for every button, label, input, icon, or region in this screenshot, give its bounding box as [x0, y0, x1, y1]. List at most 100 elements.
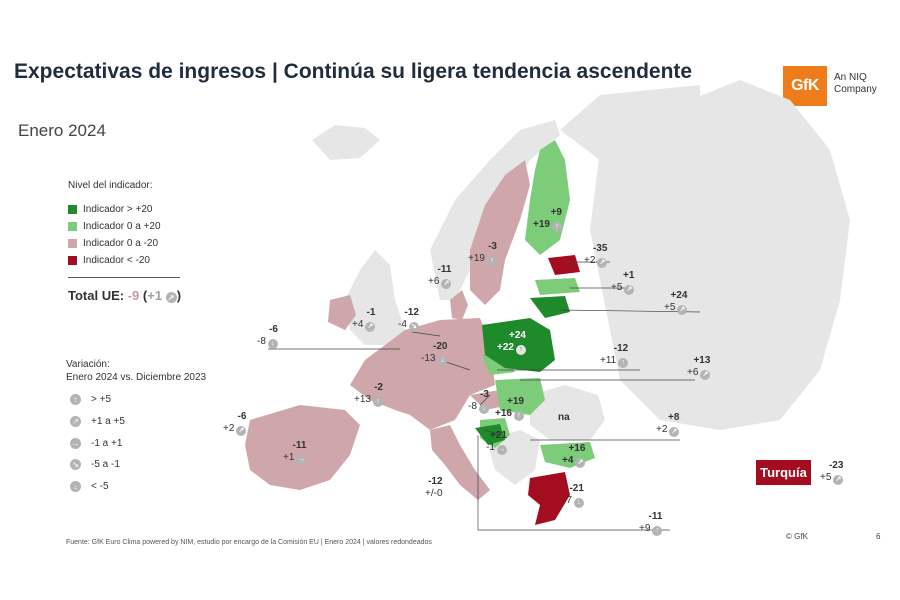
italy-shape	[430, 425, 490, 500]
western-europe-shape	[350, 318, 495, 430]
label-netherlands: -12 -4 ↘	[398, 307, 419, 332]
arrow-down-icon: ↓	[437, 356, 448, 366]
copyright: © GfK	[786, 532, 808, 541]
logo-tagline: An NIQ Company	[834, 72, 877, 95]
variation-title: Variación: Enero 2024 vs. Diciembre 2023	[66, 359, 207, 383]
leader-lithuania	[559, 309, 701, 313]
legend-swatch	[68, 205, 77, 214]
iceland	[312, 125, 380, 160]
label-latvia: +1 +5 ↗	[611, 270, 635, 295]
variation-item: → -1 a +1	[70, 438, 123, 449]
legend-item: Indicador > +20	[68, 204, 153, 215]
sweden-shape	[470, 160, 530, 305]
arrow-up-right-icon: ↗	[575, 458, 586, 468]
gfk-logo: GfK	[783, 66, 827, 106]
arrow-up-icon: ↑	[70, 394, 81, 405]
label-czechia: -12 +11 ↑	[600, 343, 629, 368]
slide-subtitle: Enero 2024	[18, 121, 106, 140]
leader-austria	[479, 394, 491, 406]
arrow-down-icon: ↓	[478, 404, 489, 414]
arrow-down-icon: ↓	[70, 481, 81, 492]
source-note: Fuente: GfK Euro Clima powered by NIM, e…	[66, 539, 432, 546]
total-eu: Total UE: -9 (+1 ➚)	[68, 288, 182, 303]
label-sweden: -3 +19 ↑	[468, 241, 497, 266]
legend-divider	[68, 277, 180, 278]
arrow-up-right-icon: ↗	[624, 285, 635, 295]
arrow-up-icon: ↑	[618, 358, 629, 368]
legend-swatch	[68, 239, 77, 248]
arrow-right-icon: →	[70, 438, 81, 449]
arrow-up-right-icon: ↗	[677, 305, 688, 315]
label-belgium: -6 -8 ↓	[257, 324, 278, 349]
variation-item: ↘ -5 a -1	[70, 459, 120, 470]
total-eu-value: -9	[127, 288, 140, 303]
leader-slovenia	[484, 429, 501, 436]
slide-title: Expectativas de ingresos | Continúa su l…	[14, 60, 693, 83]
legend-item: Indicador 0 a -20	[68, 238, 158, 249]
legend-item: Indicador 0 a +20	[68, 221, 161, 232]
label-bulgaria: +16 +4 ↗	[562, 443, 586, 468]
arrow-down-right-icon: ↘	[408, 322, 419, 332]
hungary-region-shape	[495, 378, 545, 415]
arrow-up-right-icon: ↗	[70, 416, 81, 427]
arrow-up-right-icon: ↗	[833, 475, 844, 485]
variation-item: ↓ < -5	[70, 481, 109, 492]
label-estonia: -35 +2 ↗	[584, 243, 608, 268]
arrow-up-icon: ↑	[652, 526, 663, 536]
arrow-up-icon: ↑	[372, 397, 383, 407]
arrow-up-icon: ↑	[486, 256, 497, 266]
lithuania-shape	[530, 296, 570, 318]
arrow-up-right-icon: ↗	[441, 279, 452, 289]
variation-item: ↗ +1 a +5	[70, 416, 125, 427]
arrow-up-right-icon: ↗	[236, 426, 247, 436]
legend-swatch	[68, 256, 77, 265]
legend-item: Indicador < -20	[68, 255, 150, 266]
label-croatia: +21 -1 →	[486, 430, 507, 455]
label-greece: -21 -7 ↓	[563, 483, 584, 508]
arrow-right-icon: →	[296, 455, 307, 465]
label-austria: -3 -8 ↓	[468, 389, 489, 414]
label-portugal: -6 +2 ↗	[223, 411, 247, 436]
label-ireland: -1 +4 ↗	[352, 307, 376, 332]
variation-item: ↑ > +5	[70, 394, 111, 405]
label-germany: -20 -13 ↓	[421, 341, 448, 366]
label-spain: -11 +1 →	[283, 440, 307, 465]
label-finland: +9 +19 ↑	[533, 207, 562, 232]
denmark-shape	[450, 290, 468, 320]
croatia-dark-shape	[475, 424, 505, 445]
legend-title: Nivel del indicador:	[68, 180, 153, 191]
label-cyprus: -11 +9 ↑	[639, 511, 663, 536]
legend-swatch	[68, 222, 77, 231]
label-france: -2 +13 ↑	[354, 382, 383, 407]
iberia-shape	[245, 405, 360, 490]
label-romania: na	[558, 412, 570, 423]
label-italy: -12 +/-0	[425, 476, 443, 499]
label-turkey-name: Turquía	[756, 460, 811, 485]
arrow-down-icon: ↓	[267, 339, 278, 349]
total-eu-change: +1	[147, 288, 163, 303]
non-eu-region	[590, 80, 850, 430]
greece-shape	[528, 472, 570, 525]
arrow-up-right-icon: ➚	[165, 292, 177, 303]
arrow-down-icon: ↓	[573, 498, 584, 508]
estonia-shape	[548, 255, 580, 275]
russia-north	[560, 85, 700, 160]
arrow-up-right-icon: ↗	[597, 258, 608, 268]
romania-shape	[530, 385, 605, 440]
label-slovakia: +13 +6 ↗	[687, 355, 711, 380]
arrow-up-right-icon: ↗	[669, 427, 680, 437]
label-hungary: +19 +16 ↑	[495, 396, 524, 421]
label-denmark: -11 +6 ↗	[428, 264, 452, 289]
label-lithuania: +24 +5 ↗	[664, 290, 688, 315]
arrow-up-icon: ↑	[515, 345, 526, 355]
arrow-up-right-icon: ↗	[700, 370, 711, 380]
arrow-up-right-icon: ↗	[365, 322, 376, 332]
label-poland: +24 +22 ↑	[497, 330, 526, 355]
label-slovenia: +8 +2 ↗	[656, 412, 680, 437]
page-number: 6	[876, 532, 881, 541]
leader-netherlands	[411, 331, 441, 337]
balkans-non-eu	[487, 430, 540, 485]
label-turkey: -23 +5 ↗	[820, 460, 844, 485]
latvia-shape	[535, 278, 580, 295]
